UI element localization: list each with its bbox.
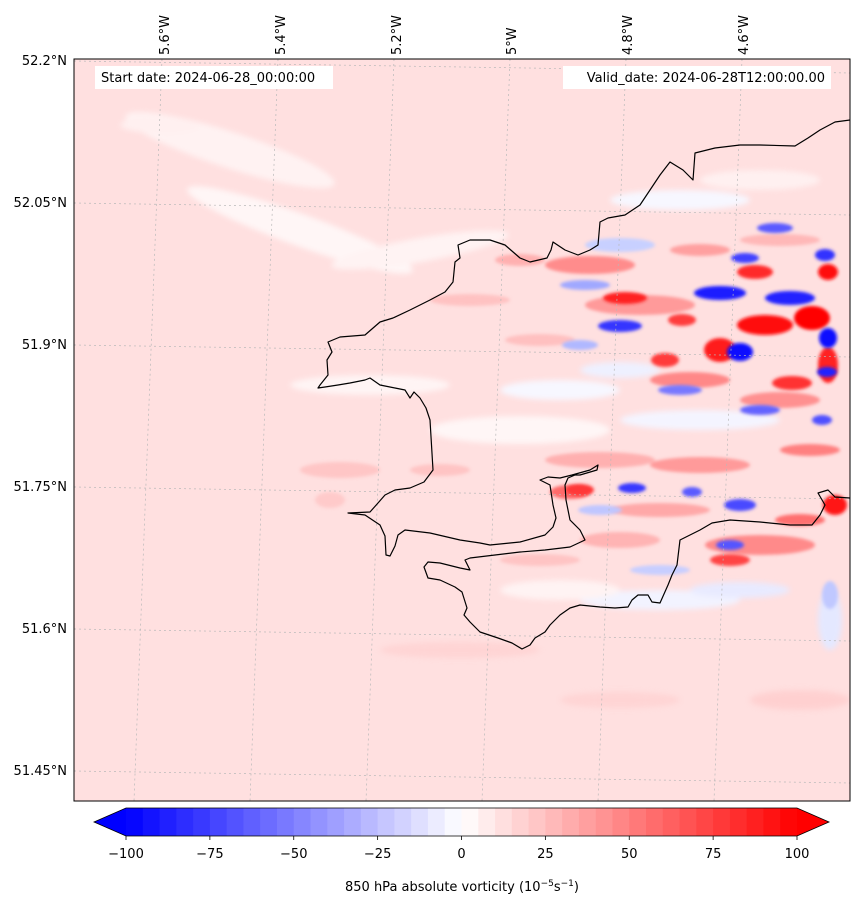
colorbar-segment [595, 808, 614, 836]
colorbar-tick-label: −25 [364, 847, 391, 862]
colorbar-label: 850 hPa absolute vorticity (10−5s−1) [345, 879, 579, 895]
colorbar-segment [646, 808, 664, 836]
colorbar-tick-label: 50 [621, 847, 638, 862]
colorbar-tick-label: 0 [457, 847, 465, 862]
colorbar-segment [478, 808, 496, 836]
colorbar-segments [126, 808, 798, 836]
colorbar-segment [545, 808, 563, 836]
colorbar-segment [461, 808, 479, 836]
moderate-positive-areas [300, 234, 840, 566]
colorbar-tick-label: −100 [108, 847, 144, 862]
vorticity-field [120, 111, 850, 710]
colorbar-segment [344, 808, 362, 836]
latitude-labels: 52.2°N 52.05°N 51.9°N 51.75°N 51.6°N 51.… [14, 54, 67, 779]
colorbar-segment [746, 808, 765, 836]
lon-label-4.6w: 4.6°W [737, 15, 752, 55]
colorbar-segment [780, 808, 798, 836]
colorbar-segment [427, 808, 446, 836]
colorbar-segment [662, 808, 681, 836]
colorbar-segment [528, 808, 546, 836]
colorbar-max-extension [797, 808, 829, 836]
colorbar-segment [562, 808, 580, 836]
colorbar-segment [226, 808, 245, 836]
colorbar-segment [293, 808, 312, 836]
colorbar-tick-label: 75 [705, 847, 722, 862]
map-panel: Start date: 2024-06-28_00:00:00 Valid_da… [73, 58, 851, 802]
colorbar-segment [176, 808, 194, 836]
map-frame [73, 58, 851, 802]
colorbar-segment [209, 808, 228, 836]
lat-label-52.2n: 52.2°N [22, 54, 67, 69]
colorbar-tick-label: −50 [280, 847, 307, 862]
header-annotations: Start date: 2024-06-28_00:00:00 Valid_da… [95, 66, 831, 89]
lat-label-51.9n: 51.9°N [22, 338, 67, 353]
colorbar-tick-label: 25 [537, 847, 554, 862]
colorbar-segment [243, 808, 261, 836]
lon-label-5.6w: 5.6°W [158, 15, 173, 55]
start-date-label: Start date: 2024-06-28_00:00:00 [101, 71, 315, 86]
colorbar-segment [276, 808, 295, 836]
lat-label-52.05n: 52.05°N [14, 196, 67, 211]
lat-label-51.6n: 51.6°N [22, 622, 67, 637]
colorbar-segment [696, 808, 714, 836]
colorbar-segment [126, 808, 144, 836]
colorbar-segment [763, 808, 781, 836]
lat-label-51.45n: 51.45°N [14, 764, 67, 779]
lon-label-4.8w: 4.8°W [621, 15, 636, 55]
longitude-labels: 5.6°W 5.4°W 5.2°W 5°W 4.8°W 4.6°W [158, 15, 752, 55]
lon-label-5.4w: 5.4°W [274, 15, 289, 55]
colorbar-segment [260, 808, 278, 836]
colorbar-segment [629, 808, 647, 836]
lon-label-5w: 5°W [505, 27, 520, 55]
colorbar: −100 −75 −50 −25 0 25 50 75 100 850 hPa absolute… [93, 807, 830, 895]
colorbar-min-extension [94, 808, 126, 836]
colorbar-segment [411, 808, 429, 836]
colorbar-tick-label: −75 [196, 847, 223, 862]
colorbar-segment [142, 808, 161, 836]
colorbar-segment [679, 808, 697, 836]
colorbar-segment [360, 808, 379, 836]
lat-label-51.75n: 51.75°N [14, 480, 67, 495]
colorbar-segment [159, 808, 177, 836]
valid-date-box [563, 66, 831, 89]
colorbar-segment [394, 808, 412, 836]
colorbar-segment [511, 808, 530, 836]
colorbar-segment [377, 808, 396, 836]
coastline [317, 119, 850, 650]
colorbar-segment [729, 808, 748, 836]
lon-label-5.2w: 5.2°W [390, 15, 405, 55]
colorbar-segment [310, 808, 328, 836]
start-date-box [95, 66, 333, 89]
colorbar-ticks: −100 −75 −50 −25 0 25 50 75 100 [108, 836, 809, 862]
colorbar-tick-label: 100 [785, 847, 810, 862]
colorbar-segment [444, 808, 463, 836]
colorbar-segment [495, 808, 513, 836]
colorbar-segment [578, 808, 597, 836]
weak-vorticity-areas [120, 111, 850, 710]
valid-date-label: Valid_date: 2024-06-28T12:00:00.00 [587, 71, 825, 86]
colorbar-segment [193, 808, 211, 836]
colorbar-segment [713, 808, 731, 836]
colorbar-segment [612, 808, 630, 836]
strong-positive-areas [566, 264, 847, 566]
colorbar-segment [327, 808, 345, 836]
